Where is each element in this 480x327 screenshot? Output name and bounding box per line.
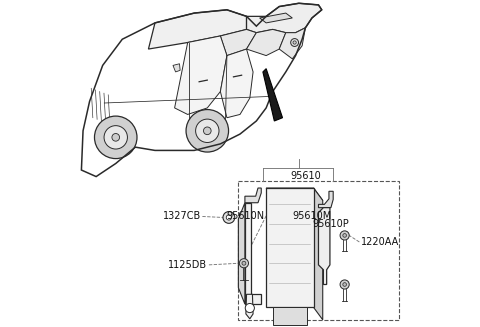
Text: ⋀: ⋀: [108, 129, 114, 139]
Polygon shape: [239, 203, 245, 304]
Circle shape: [226, 215, 231, 220]
Polygon shape: [245, 203, 261, 304]
Circle shape: [223, 212, 235, 223]
Text: 95610P: 95610P: [312, 219, 348, 229]
Circle shape: [95, 116, 137, 159]
Text: 95610M: 95610M: [292, 211, 332, 221]
Circle shape: [240, 259, 249, 268]
Polygon shape: [263, 69, 283, 121]
Circle shape: [196, 119, 219, 143]
Circle shape: [293, 41, 296, 44]
Polygon shape: [313, 188, 323, 320]
Circle shape: [291, 39, 299, 46]
Text: 1327CB: 1327CB: [163, 212, 201, 221]
Text: 95610N: 95610N: [227, 211, 264, 221]
Polygon shape: [273, 307, 307, 325]
Polygon shape: [245, 188, 261, 203]
Circle shape: [204, 127, 211, 135]
Bar: [266, 188, 313, 307]
Polygon shape: [148, 10, 247, 49]
Circle shape: [104, 126, 127, 149]
Circle shape: [112, 133, 120, 141]
Bar: [239, 181, 398, 320]
Polygon shape: [175, 36, 227, 114]
Polygon shape: [247, 29, 286, 56]
Polygon shape: [173, 64, 180, 72]
Polygon shape: [220, 29, 256, 56]
Circle shape: [186, 110, 228, 152]
Text: 1125DB: 1125DB: [168, 260, 207, 270]
Polygon shape: [266, 188, 323, 200]
Circle shape: [340, 231, 349, 240]
Text: 1220AA: 1220AA: [361, 237, 399, 247]
Polygon shape: [319, 208, 330, 284]
Circle shape: [242, 261, 246, 265]
Circle shape: [343, 283, 347, 286]
Polygon shape: [279, 28, 305, 59]
Circle shape: [340, 280, 349, 289]
Polygon shape: [260, 13, 292, 23]
Circle shape: [343, 233, 347, 237]
Text: 95610: 95610: [290, 171, 321, 181]
Polygon shape: [247, 3, 322, 33]
Polygon shape: [319, 191, 333, 208]
Circle shape: [245, 303, 254, 313]
Polygon shape: [220, 49, 253, 118]
Polygon shape: [246, 294, 253, 319]
